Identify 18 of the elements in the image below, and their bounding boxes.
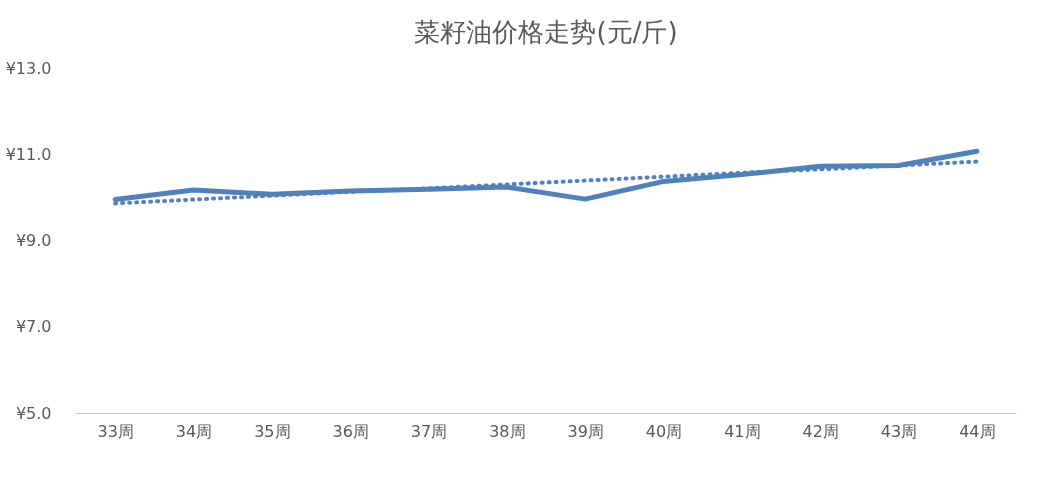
y-tick-label: ¥9.0 <box>15 231 52 250</box>
x-tick-label: 41周 <box>724 421 761 441</box>
y-tick-label: ¥13.0 <box>5 58 52 78</box>
x-tick-label: 42周 <box>802 421 839 441</box>
x-tick-label: 39周 <box>567 421 604 441</box>
y-tick-label: ¥7.0 <box>15 317 52 337</box>
x-tick-label: 37周 <box>410 421 448 441</box>
x-tick-label: 33周 <box>97 421 134 441</box>
x-tick-label: 36周 <box>332 421 369 441</box>
chart-title: 菜籽油价格走势(元/斤) <box>414 17 678 47</box>
x-tick-label: 40周 <box>645 421 683 441</box>
x-tick-label: 35周 <box>254 421 291 441</box>
y-tick-label: ¥11.0 <box>5 144 52 164</box>
x-tick-label: 43周 <box>880 421 918 441</box>
x-tick-label: 34周 <box>175 421 213 441</box>
x-tick-label: 38周 <box>489 421 526 441</box>
y-tick-label: ¥5.0 <box>15 403 52 423</box>
x-tick-label: 44周 <box>959 421 996 441</box>
